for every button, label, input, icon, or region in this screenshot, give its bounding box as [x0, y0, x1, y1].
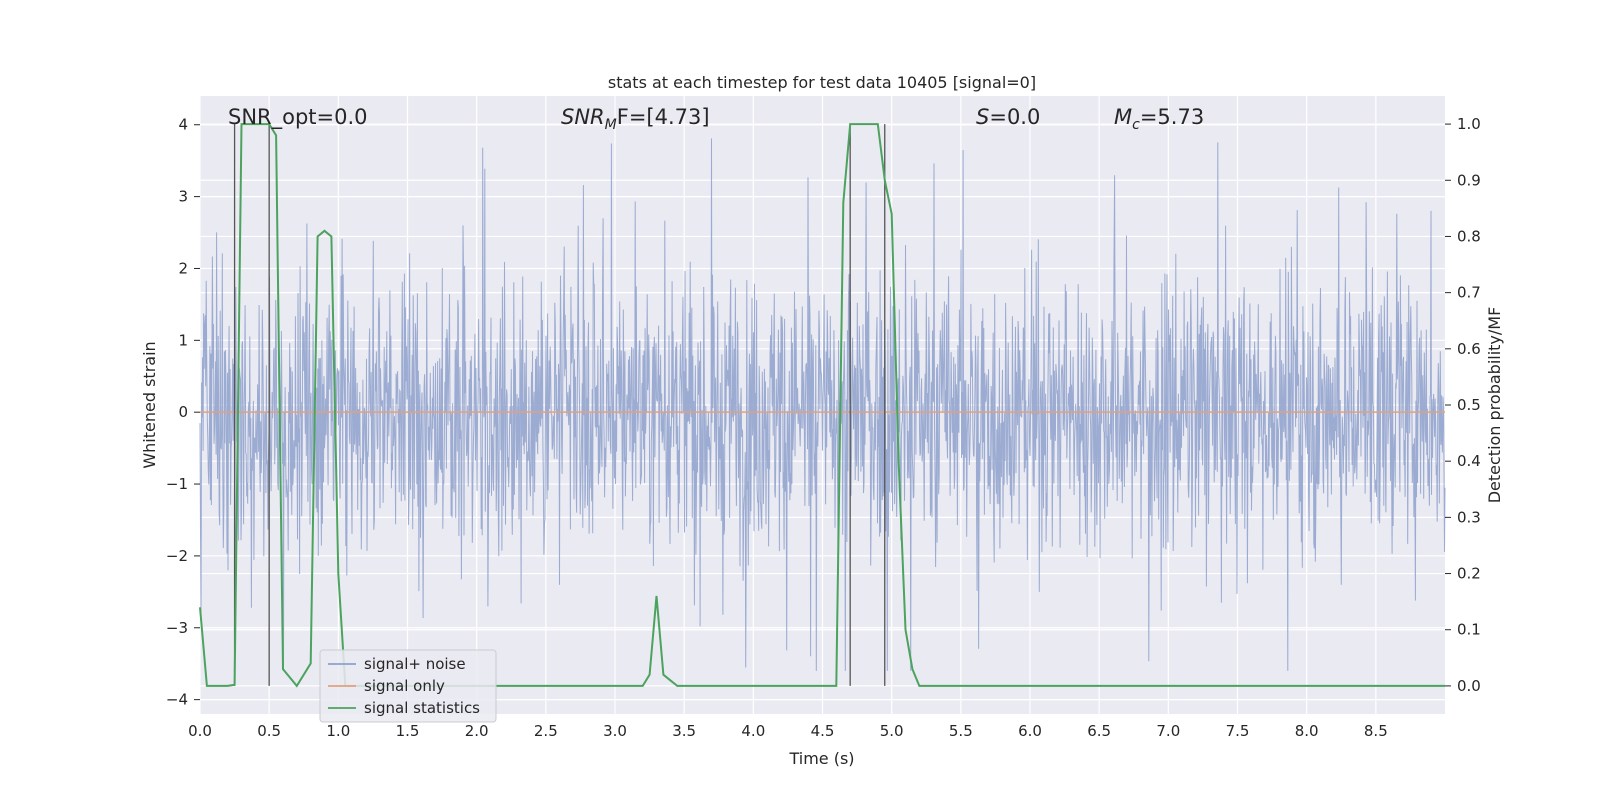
y-right-tick-label: 0.7	[1457, 284, 1481, 302]
x-tick-label: 5.0	[880, 722, 904, 740]
x-tick-label: 8.5	[1364, 722, 1388, 740]
x-tick-label: 8.0	[1295, 722, 1319, 740]
y-left-axis-label: Whitened strain	[140, 341, 159, 468]
y-left-tick-label: −3	[166, 619, 188, 637]
annotation-s-stat: S=0.0	[976, 105, 1040, 129]
signal-statistics-line	[199, 123, 1445, 688]
y-right-tick-label: 0.9	[1457, 171, 1481, 189]
x-tick-label: 5.5	[949, 722, 973, 740]
y-left-tick-label: −4	[166, 691, 188, 709]
y-right-tick-label: 1.0	[1457, 115, 1481, 133]
y-left-tick-label: 3	[178, 188, 188, 206]
x-tick-label: 6.5	[1087, 722, 1111, 740]
annotation-snr-mf: SNRMF=[4.73]	[561, 105, 710, 133]
y-left-tick-label: −2	[166, 547, 188, 565]
x-tick-label: 4.5	[811, 722, 835, 740]
x-tick-label: 2.5	[534, 722, 558, 740]
y-right-tick-label: 0.0	[1457, 677, 1481, 695]
x-tick-label: 4.0	[741, 722, 765, 740]
y-left-axis-ticks: 4 3 2 1 0 −1 −2 −3 −4	[166, 116, 200, 709]
y-left-tick-label: 1	[178, 331, 188, 349]
y-left-tick-label: 2	[178, 259, 188, 277]
y-left-tick-label: 0	[178, 403, 188, 421]
y-right-tick-label: 0.4	[1457, 452, 1481, 470]
x-axis-ticks: 0.0 0.5 1.0 1.5 2.0 2.5 3.0 3.5 4.0 4.5 5.0 5.5 6.0 6…	[188, 722, 1388, 740]
x-tick-label: 3.5	[672, 722, 696, 740]
signal-noise-series	[199, 138, 1446, 671]
x-tick-label: 2.0	[465, 722, 489, 740]
legend-label-signal-noise: signal+ noise	[364, 655, 466, 673]
x-tick-label: 1.5	[396, 722, 420, 740]
y-right-axis-ticks: 1.0 0.9 0.8 0.7 0.6 0.5 0.4 0.3 0.2 0.1 0.0	[1445, 115, 1481, 695]
vertical-markers	[233, 124, 886, 686]
x-tick-label: 1.0	[326, 722, 350, 740]
x-tick-label: 3.0	[603, 722, 627, 740]
y-right-tick-label: 0.1	[1457, 621, 1481, 639]
y-right-tick-label: 0.2	[1457, 565, 1481, 583]
legend-label-signal-statistics: signal statistics	[364, 699, 480, 717]
x-tick-label: 0.5	[257, 722, 281, 740]
annotation-snr-opt: SNR_opt=0.0	[228, 105, 368, 130]
y-right-axis-label: Detection probability/MF	[1485, 307, 1504, 504]
y-right-tick-label: 0.3	[1457, 508, 1481, 526]
y-right-tick-label: 0.8	[1457, 227, 1481, 245]
y-left-tick-label: −1	[166, 475, 188, 493]
x-tick-label: 0.0	[188, 722, 212, 740]
signal-statistics-series	[199, 123, 1445, 688]
signal-noise-line	[199, 138, 1446, 671]
legend: signal+ noise signal only signal statist…	[319, 649, 497, 723]
legend-label-signal-only: signal only	[364, 677, 445, 695]
y-right-tick-label: 0.5	[1457, 396, 1481, 414]
y-left-tick-label: 4	[178, 116, 188, 134]
annotation-mc: Mc=5.73	[1114, 105, 1204, 133]
x-tick-label: 6.0	[1018, 722, 1042, 740]
x-tick-label: 7.0	[1156, 722, 1180, 740]
chart-title: stats at each timestep for test data 104…	[608, 73, 1036, 92]
x-axis-label: Time (s)	[788, 749, 854, 768]
legend-box	[319, 649, 497, 723]
y-right-tick-label: 0.6	[1457, 340, 1481, 358]
x-tick-label: 7.5	[1226, 722, 1250, 740]
